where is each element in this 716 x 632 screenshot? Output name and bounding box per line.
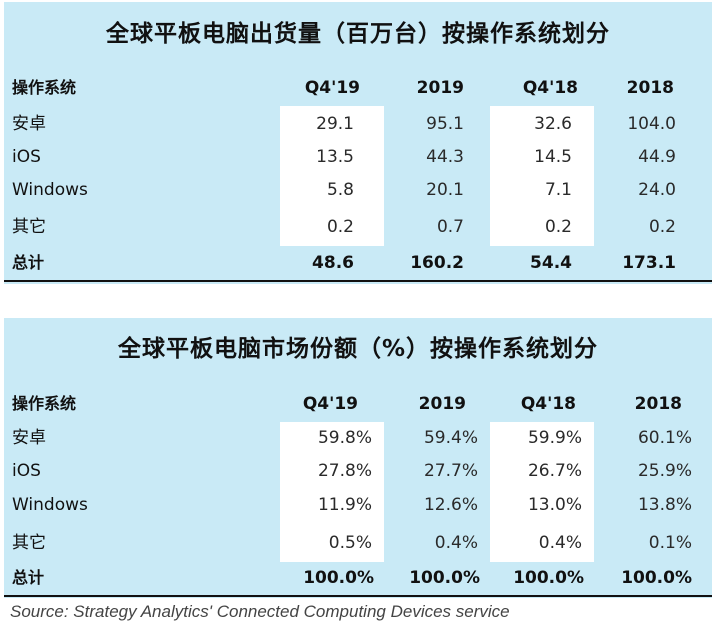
header-os: 操作系统 xyxy=(12,78,77,97)
header-2018: 2018 xyxy=(626,78,674,98)
cell-value: 13.0% xyxy=(527,495,582,515)
bottom-rule xyxy=(4,595,712,597)
row-label: Windows xyxy=(12,180,88,200)
cell-value: 44.3 xyxy=(426,147,464,167)
cell-value: 7.1 xyxy=(544,180,572,200)
table-row: Windows 11.9% 12.6% 13.0% 13.8% xyxy=(4,490,712,520)
cell-value: 26.7% xyxy=(527,461,582,481)
cell-value: 95.1 xyxy=(426,114,464,134)
total-value: 54.4 xyxy=(530,253,572,273)
cell-value: 27.8% xyxy=(317,461,372,481)
cell-value: 0.4% xyxy=(434,533,478,553)
cell-value: 44.9 xyxy=(638,147,676,167)
cell-value: 20.1 xyxy=(426,180,464,200)
cell-value: 0.2 xyxy=(648,217,676,237)
table-row: iOS 13.5 44.3 14.5 44.9 xyxy=(4,142,712,172)
table-row: 安卓 59.8% 59.4% 59.9% 60.1% xyxy=(4,423,712,453)
total-row: 总计 100.0% 100.0% 100.0% 100.0% xyxy=(4,563,712,593)
header-2018: 2018 xyxy=(634,394,682,414)
table-row: 其它 0.5% 0.4% 0.4% 0.1% xyxy=(4,528,712,558)
cell-value: 11.9% xyxy=(317,495,372,515)
white-column-q419 xyxy=(280,422,384,562)
total-row: 总计 48.6 160.2 54.4 173.1 xyxy=(4,248,712,278)
row-label: iOS xyxy=(12,461,41,481)
cell-value: 29.1 xyxy=(316,114,354,134)
cell-value: 13.5 xyxy=(316,147,354,167)
source-note: Source: Strategy Analytics' Connected Co… xyxy=(10,602,510,621)
cell-value: 0.7 xyxy=(436,217,464,237)
bottom-rule xyxy=(4,280,712,282)
white-column-q419 xyxy=(280,106,384,246)
total-value: 160.2 xyxy=(410,253,464,273)
cell-value: 27.7% xyxy=(423,461,478,481)
total-value: 100.0% xyxy=(621,568,692,588)
cell-value: 104.0 xyxy=(627,114,676,134)
white-column-q418 xyxy=(490,422,594,562)
total-value: 173.1 xyxy=(622,253,676,273)
header-q419: Q4'19 xyxy=(302,394,358,414)
shipments-title: 全球平板电脑出货量（百万台）按操作系统划分 xyxy=(106,21,610,47)
row-label: iOS xyxy=(12,147,41,167)
cell-value: 0.2 xyxy=(544,217,572,237)
white-column-q418 xyxy=(490,106,594,246)
row-label: Windows xyxy=(12,495,88,515)
cell-value: 12.6% xyxy=(423,495,478,515)
row-label: 安卓 xyxy=(12,114,46,134)
header-q418: Q4'18 xyxy=(522,78,578,98)
total-value: 100.0% xyxy=(409,568,480,588)
header-q419: Q4'19 xyxy=(304,78,360,98)
total-value: 100.0% xyxy=(303,568,374,588)
cell-value: 0.2 xyxy=(326,217,354,237)
total-value: 48.6 xyxy=(312,253,354,273)
cell-value: 14.5 xyxy=(534,147,572,167)
total-label: 总计 xyxy=(12,253,45,272)
cell-value: 59.9% xyxy=(527,428,582,448)
table-row: iOS 27.8% 27.7% 26.7% 25.9% xyxy=(4,456,712,486)
table-row: 其它 0.2 0.7 0.2 0.2 xyxy=(4,212,712,242)
shipments-table: 全球平板电脑出货量（百万台）按操作系统划分 操作系统 Q4'19 2019 Q4… xyxy=(4,2,712,284)
cell-value: 0.5% xyxy=(328,533,372,553)
cell-value: 59.8% xyxy=(317,428,372,448)
cell-value: 5.8 xyxy=(326,180,354,200)
total-label: 总计 xyxy=(12,568,45,587)
header-q418: Q4'18 xyxy=(520,394,576,414)
table-header-row: 操作系统 Q4'19 2019 Q4'18 2018 xyxy=(4,389,712,419)
cell-value: 59.4% xyxy=(423,428,478,448)
cell-value: 24.0 xyxy=(638,180,676,200)
table-header-row: 操作系统 Q4'19 2019 Q4'18 2018 xyxy=(4,73,712,103)
market-share-table: 全球平板电脑市场份额（%）按操作系统划分 操作系统 Q4'19 2019 Q4'… xyxy=(4,318,712,598)
cell-value: 0.1% xyxy=(648,533,692,553)
row-label: 其它 xyxy=(12,533,46,553)
cell-value: 0.4% xyxy=(538,533,582,553)
cell-value: 32.6 xyxy=(534,114,572,134)
row-label: 安卓 xyxy=(12,428,46,448)
total-value: 100.0% xyxy=(513,568,584,588)
market-share-title: 全球平板电脑市场份额（%）按操作系统划分 xyxy=(117,336,599,362)
table-row: 安卓 29.1 95.1 32.6 104.0 xyxy=(4,109,712,139)
cell-value: 60.1% xyxy=(637,428,692,448)
table-row: Windows 5.8 20.1 7.1 24.0 xyxy=(4,175,712,205)
cell-value: 25.9% xyxy=(637,461,692,481)
cell-value: 13.8% xyxy=(637,495,692,515)
header-2019: 2019 xyxy=(418,394,466,414)
header-os: 操作系统 xyxy=(12,394,77,413)
header-2019: 2019 xyxy=(416,78,464,98)
row-label: 其它 xyxy=(12,217,46,237)
